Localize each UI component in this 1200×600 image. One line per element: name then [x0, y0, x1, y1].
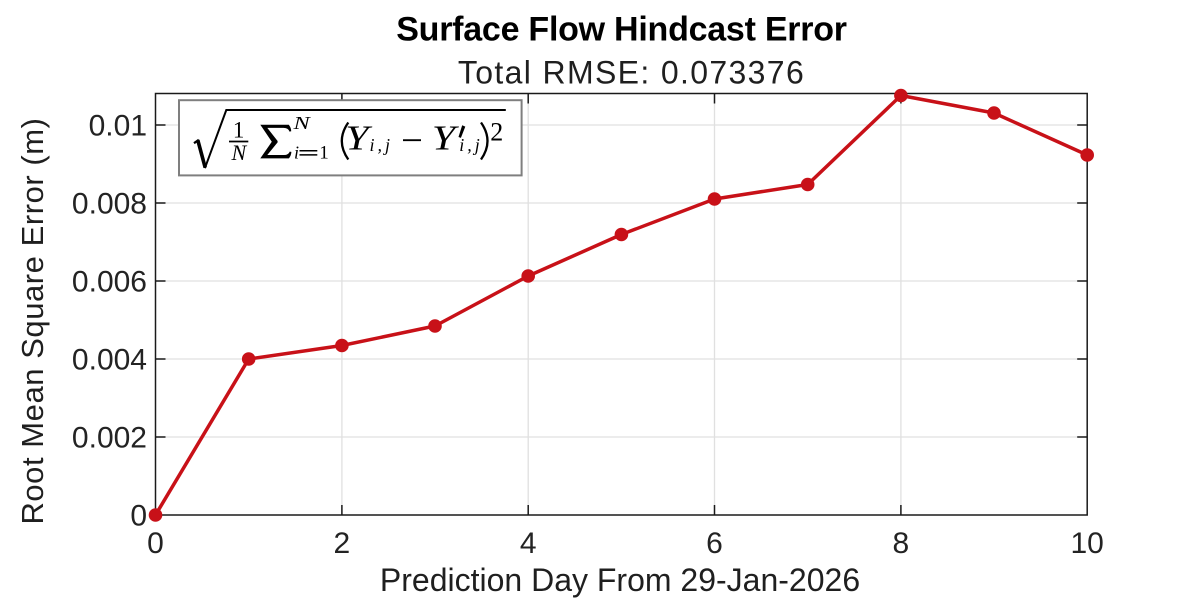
svg-text:Surface Flow Hindcast Error: Surface Flow Hindcast Error	[396, 11, 846, 49]
svg-text:N: N	[292, 113, 311, 133]
svg-text:0: 0	[130, 499, 147, 532]
svg-text:Prediction Day From 29-Jan-202: Prediction Day From 29-Jan-2026	[380, 562, 860, 598]
svg-text:6: 6	[706, 527, 723, 560]
svg-text:8: 8	[893, 527, 910, 560]
svg-text:1: 1	[233, 118, 245, 143]
svg-text:i,j: i,j	[459, 135, 483, 155]
svg-text:2: 2	[334, 527, 351, 560]
svg-text:i,j: i,j	[370, 135, 394, 155]
svg-text:Root Mean Square Error (m): Root Mean Square Error (m)	[15, 117, 50, 524]
svg-text:1: 1	[319, 143, 329, 164]
svg-text:0.008: 0.008	[72, 187, 147, 220]
svg-text:0.01: 0.01	[89, 109, 147, 142]
svg-text:2: 2	[490, 118, 503, 147]
svg-text:N: N	[230, 140, 247, 165]
svg-text:0.006: 0.006	[72, 265, 147, 298]
svg-text:Y: Y	[432, 120, 459, 158]
svg-text:Total RMSE: 0.073376: Total RMSE: 0.073376	[458, 55, 805, 91]
svg-text:0.002: 0.002	[72, 421, 147, 454]
svg-text:i: i	[294, 143, 299, 163]
svg-text:0: 0	[147, 527, 164, 560]
svg-text:0.004: 0.004	[72, 343, 147, 376]
svg-text:4: 4	[520, 527, 537, 560]
svg-text:Y: Y	[345, 120, 372, 158]
svg-text:10: 10	[1071, 527, 1104, 560]
